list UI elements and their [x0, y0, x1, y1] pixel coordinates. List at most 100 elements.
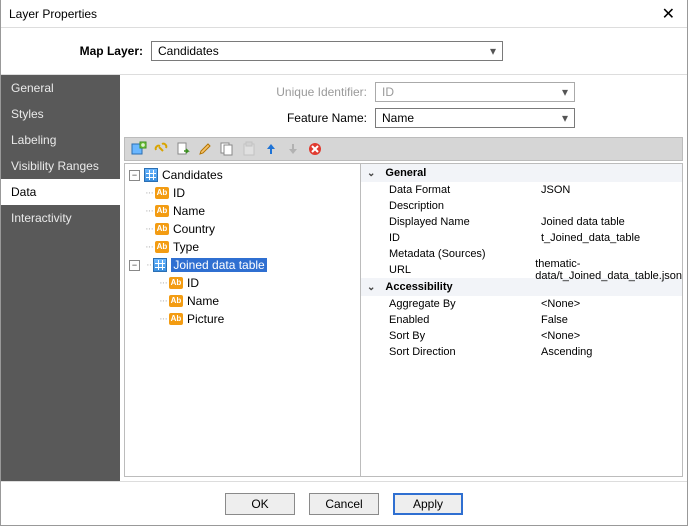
- property-key: ID: [389, 232, 541, 244]
- tree-joined[interactable]: − ·· Joined data table: [125, 256, 360, 274]
- property-row[interactable]: Aggregate By<None>: [361, 296, 682, 312]
- sidebar-tab-styles[interactable]: Styles: [1, 101, 120, 127]
- property-row[interactable]: Description: [361, 198, 682, 214]
- move-up-icon[interactable]: [263, 141, 279, 157]
- map-layer-label: Map Layer:: [21, 44, 151, 58]
- feature-name-value: Name: [382, 111, 414, 125]
- tree-leaf[interactable]: ··· Ab ID: [125, 184, 360, 202]
- feature-name-label: Feature Name:: [120, 111, 375, 125]
- tree-joined-label: Joined data table: [171, 258, 266, 272]
- tree-leaf[interactable]: ··· Ab Picture: [125, 310, 360, 328]
- property-row[interactable]: Sort By<None>: [361, 328, 682, 344]
- unique-identifier-row: Unique Identifier: ID ▾: [120, 79, 687, 105]
- collapse-icon[interactable]: −: [129, 260, 140, 271]
- property-key: Description: [389, 200, 541, 212]
- tree-leaf-label: Country: [173, 222, 215, 236]
- layer-properties-dialog: Layer Properties ✕ Map Layer: Candidates…: [0, 0, 688, 526]
- table-icon: [144, 168, 158, 182]
- dialog-footer: OK Cancel Apply: [1, 481, 687, 525]
- cancel-button[interactable]: Cancel: [309, 493, 379, 515]
- field-icon: Ab: [169, 277, 183, 289]
- property-key: Metadata (Sources): [389, 248, 541, 260]
- unique-identifier-label: Unique Identifier:: [120, 85, 375, 99]
- delete-icon[interactable]: [307, 141, 323, 157]
- document-export-icon[interactable]: [175, 141, 191, 157]
- feature-name-select[interactable]: Name ▾: [375, 108, 575, 128]
- property-key: Sort By: [389, 330, 541, 342]
- property-value: Ascending: [541, 346, 682, 358]
- map-layer-row: Map Layer: Candidates ▾: [1, 28, 687, 74]
- field-rows: Unique Identifier: ID ▾ Feature Name: Na…: [120, 75, 687, 135]
- tree-leaf[interactable]: ··· Ab Name: [125, 292, 360, 310]
- unique-identifier-value: ID: [382, 85, 394, 99]
- property-value: False: [541, 314, 682, 326]
- sidebar-tab-interactivity[interactable]: Interactivity: [1, 205, 120, 231]
- property-row[interactable]: Data FormatJSON: [361, 182, 682, 198]
- tree-connector: ···: [145, 187, 153, 199]
- tree-root[interactable]: − Candidates: [125, 166, 360, 184]
- property-row[interactable]: Displayed NameJoined data table: [361, 214, 682, 230]
- tree-leaf[interactable]: ··· Ab Type: [125, 238, 360, 256]
- sidebar-tab-labeling[interactable]: Labeling: [1, 127, 120, 153]
- tree-connector: ···: [159, 277, 167, 289]
- property-value: <None>: [541, 330, 682, 342]
- tree-leaf[interactable]: ··· Ab Name: [125, 202, 360, 220]
- map-layer-value: Candidates: [158, 44, 219, 58]
- field-icon: Ab: [169, 295, 183, 307]
- property-key: Displayed Name: [389, 216, 541, 228]
- tree-connector: ···: [145, 241, 153, 253]
- property-row[interactable]: Sort DirectionAscending: [361, 344, 682, 360]
- sidebar-tab-visibility-ranges[interactable]: Visibility Ranges: [1, 153, 120, 179]
- move-down-icon[interactable]: [285, 141, 301, 157]
- unique-identifier-select[interactable]: ID ▾: [375, 82, 575, 102]
- collapse-icon[interactable]: −: [129, 170, 140, 181]
- tree-leaf[interactable]: ··· Ab Country: [125, 220, 360, 238]
- tree-leaf-label: Name: [173, 204, 205, 218]
- ok-button[interactable]: OK: [225, 493, 295, 515]
- copy-icon[interactable]: [219, 141, 235, 157]
- property-key: Enabled: [389, 314, 541, 326]
- field-icon: Ab: [155, 223, 169, 235]
- tree-root-label: Candidates: [162, 168, 223, 182]
- tree-pane: − Candidates ··· Ab ID ··· Ab Name: [125, 164, 361, 476]
- titlebar: Layer Properties ✕: [1, 0, 687, 28]
- tree-leaf-label: Type: [173, 240, 199, 254]
- field-icon: Ab: [169, 313, 183, 325]
- field-icon: Ab: [155, 187, 169, 199]
- main-panel: Unique Identifier: ID ▾ Feature Name: Na…: [120, 75, 687, 481]
- property-key: Sort Direction: [389, 346, 541, 358]
- close-icon[interactable]: ✕: [658, 4, 679, 24]
- tree-connector: ···: [145, 205, 153, 217]
- prop-section-general[interactable]: ⌄ General: [361, 164, 682, 182]
- property-row[interactable]: IDt_Joined_data_table: [361, 230, 682, 246]
- tree-connector: ··: [146, 259, 151, 271]
- split-panel: − Candidates ··· Ab ID ··· Ab Name: [124, 163, 683, 477]
- feature-name-row: Feature Name: Name ▾: [120, 105, 687, 131]
- toolbar: [124, 137, 683, 161]
- paste-icon[interactable]: [241, 141, 257, 157]
- property-value: t_Joined_data_table: [541, 232, 682, 244]
- tree-leaf[interactable]: ··· Ab ID: [125, 274, 360, 292]
- property-row[interactable]: URLthematic-data/t_Joined_data_table.jso…: [361, 262, 682, 278]
- edit-icon[interactable]: [197, 141, 213, 157]
- tree-connector: ···: [159, 295, 167, 307]
- properties-pane: ⌄ General Data FormatJSON Description Disp…: [361, 164, 682, 476]
- chevron-down-icon: ▾: [484, 42, 502, 60]
- property-value: thematic-data/t_Joined_data_table.json: [535, 258, 682, 282]
- map-layer-select[interactable]: Candidates ▾: [151, 41, 503, 61]
- table-icon: [153, 258, 167, 272]
- sidebar-tab-general[interactable]: General: [1, 75, 120, 101]
- link-icon[interactable]: [153, 141, 169, 157]
- apply-button[interactable]: Apply: [393, 493, 463, 515]
- chevron-down-icon: ⌄: [367, 168, 375, 179]
- property-key: URL: [389, 264, 535, 276]
- sidebar-tab-data[interactable]: Data: [1, 179, 120, 205]
- add-table-icon[interactable]: [131, 141, 147, 157]
- prop-section-title: Accessibility: [385, 281, 452, 293]
- tree-connector: ···: [145, 223, 153, 235]
- tree-leaf-label: ID: [187, 276, 199, 290]
- property-row[interactable]: EnabledFalse: [361, 312, 682, 328]
- field-icon: Ab: [155, 241, 169, 253]
- chevron-down-icon: ▾: [556, 83, 574, 101]
- dialog-body: General Styles Labeling Visibility Range…: [1, 74, 687, 481]
